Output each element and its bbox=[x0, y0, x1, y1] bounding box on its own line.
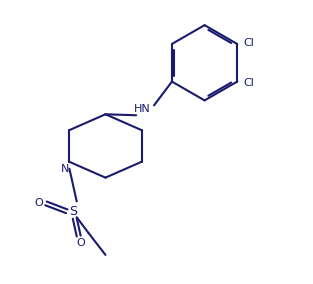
Text: N: N bbox=[61, 164, 69, 174]
Text: Cl: Cl bbox=[243, 78, 254, 87]
Text: O: O bbox=[35, 199, 44, 208]
Text: S: S bbox=[69, 205, 77, 218]
Text: O: O bbox=[76, 238, 85, 248]
Text: Cl: Cl bbox=[243, 38, 254, 48]
Text: HN: HN bbox=[134, 104, 151, 114]
